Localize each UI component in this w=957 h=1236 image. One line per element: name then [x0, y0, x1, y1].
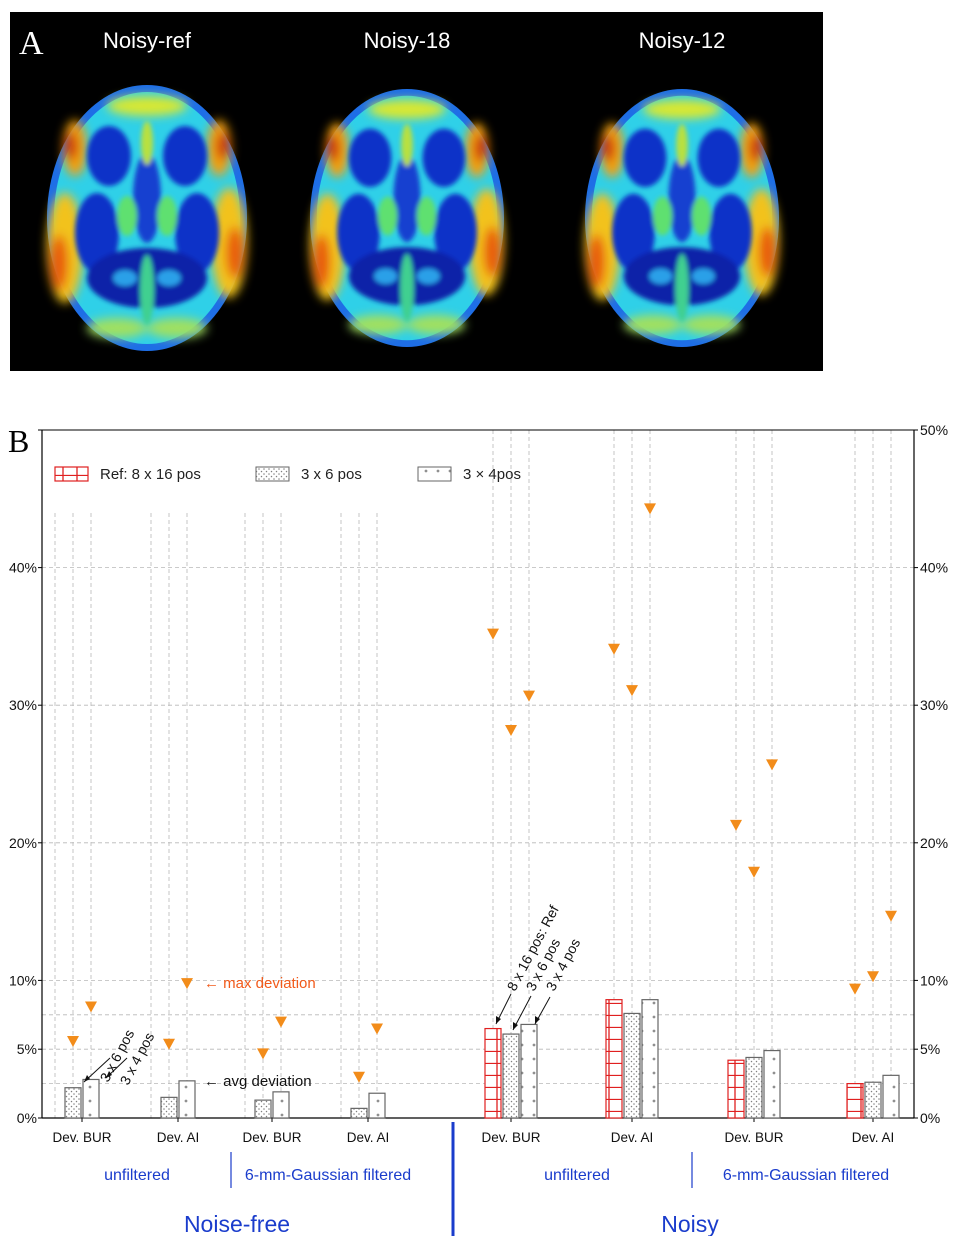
max-marker-0-5 — [608, 643, 620, 655]
axes: Dev. BUR Dev. AI Dev. BUR Dev. AI Dev. BUR De… — [9, 422, 948, 1145]
n-ref-arrowhead — [496, 1016, 501, 1024]
panel-a-letter: A — [19, 25, 44, 62]
max-marker-0-6 — [730, 819, 742, 831]
bar-s34-0 — [82, 1078, 100, 1119]
bar-ref-7 — [846, 1082, 864, 1119]
max-marker-1-5 — [626, 685, 638, 697]
panel-b: B Dev. BUR Dev. AI Dev. BUR Dev. AI Dev. BUR… — [0, 380, 957, 1236]
bar-s36-0 — [64, 1087, 82, 1119]
brain-scan-3: Noisy-12 — [585, 28, 779, 347]
y-tick-label-left: 0% — [17, 1110, 37, 1126]
panel-a: A Noisy-ref Noisy-18 Noisy-12 — [10, 12, 823, 371]
bars — [64, 999, 900, 1119]
y-tick-label-left: 10% — [9, 972, 37, 988]
legend-s34-label: 3 × 4pos — [463, 466, 521, 483]
bar-ref-4 — [484, 1027, 502, 1119]
max-marker-2-7 — [885, 910, 897, 922]
legend-ref-label: Ref: 8 x 16 pos — [100, 466, 201, 483]
max-marker-2-0 — [85, 1001, 97, 1013]
noise-free-label: Noise-free — [184, 1211, 290, 1236]
legend-s36-swatch — [255, 466, 290, 482]
max-marker-1-6 — [748, 866, 760, 878]
scan-title-3: Noisy-12 — [639, 28, 726, 53]
y-tick-label-right: 50% — [920, 422, 948, 438]
bar-ref-5 — [605, 999, 623, 1119]
y-tick-label-right: 5% — [920, 1041, 940, 1057]
bar-s34-1 — [178, 1080, 196, 1119]
y-tick-label-left: 20% — [9, 835, 37, 851]
bar-s36-2 — [254, 1099, 272, 1119]
scan-title-2: Noisy-18 — [364, 28, 451, 53]
nf-filtered-label: 6-mm-Gaussian filtered — [245, 1167, 411, 1184]
brain-scan-1: Noisy-ref — [47, 28, 247, 351]
brain-scan-2: Noisy-18 — [310, 28, 504, 347]
y-tick-label-left: 5% — [17, 1041, 37, 1057]
nf-unfiltered-label: unfiltered — [104, 1167, 170, 1184]
max-marker-2-4 — [523, 690, 535, 702]
bar-s34-7 — [882, 1074, 900, 1119]
grid — [42, 430, 914, 1118]
scan-title-1: Noisy-ref — [103, 28, 192, 53]
bar-s36-3 — [350, 1107, 368, 1119]
legend: Ref: 8 x 16 pos 3 x 6 pos 3 × 4pos — [54, 466, 521, 483]
max-marker-2-6 — [766, 759, 778, 771]
bar-s34-5 — [641, 999, 659, 1119]
n-unfiltered-label: unfiltered — [544, 1167, 610, 1184]
legend-s36-label: 3 x 6 pos — [301, 466, 362, 483]
bar-s36-7 — [864, 1081, 882, 1119]
max-marker-1-7 — [867, 971, 879, 983]
avg-deviation-annotation: ← avg deviation — [204, 1073, 312, 1090]
x-tick-label: Dev. AI — [852, 1130, 895, 1145]
legend-ref-swatch — [54, 466, 89, 482]
max-deviation-annotation: ← max deviation — [204, 975, 316, 992]
bar-s34-2 — [272, 1091, 290, 1119]
max-marker-1-3 — [353, 1071, 365, 1083]
max-marker-0-4 — [487, 628, 499, 640]
panel-b-chart: B Dev. BUR Dev. AI Dev. BUR Dev. AI Dev. BUR… — [8, 422, 948, 1236]
max-marker-1-1 — [163, 1038, 175, 1050]
y-tick-label-right: 40% — [920, 560, 948, 576]
x-tick-label: Dev. BUR — [481, 1130, 540, 1145]
max-marker-1-4 — [505, 724, 517, 736]
bar-ref-6 — [727, 1059, 745, 1119]
y-tick-label-left: 40% — [9, 560, 37, 576]
nf-s36-arrowhead — [84, 1075, 90, 1082]
bar-s34-4 — [520, 1023, 538, 1119]
max-marker-2-5 — [644, 503, 656, 515]
x-tick-label: Dev. AI — [611, 1130, 654, 1145]
group-labels: unfiltered 6-mm-Gaussian filtered unfilt… — [104, 1122, 889, 1236]
legend-s34-swatch — [417, 466, 452, 482]
y-tick-label-right: 20% — [920, 835, 948, 851]
max-marker-0-7 — [849, 983, 861, 995]
bar-s36-6 — [745, 1056, 763, 1119]
n-s34-arrowhead — [535, 1016, 540, 1024]
y-tick-label-right: 10% — [920, 972, 948, 988]
bar-s36-4 — [502, 1033, 520, 1119]
bar-s36-5 — [623, 1012, 641, 1119]
max-marker-2-2 — [275, 1016, 287, 1028]
max-marker-1-2 — [257, 1048, 269, 1060]
max-markers — [67, 503, 897, 1083]
max-marker-2-3 — [371, 1023, 383, 1035]
n-filtered-label: 6-mm-Gaussian filtered — [723, 1167, 889, 1184]
y-tick-label-right: 30% — [920, 697, 948, 713]
bar-s34-6 — [763, 1049, 781, 1119]
max-marker-1-0 — [67, 1035, 79, 1047]
panel-a-canvas: A Noisy-ref Noisy-18 Noisy-12 — [19, 25, 823, 371]
y-tick-label-left: 30% — [9, 697, 37, 713]
x-tick-label: Dev. AI — [347, 1130, 390, 1145]
y-tick-label-right: 0% — [920, 1110, 940, 1126]
panel-b-letter: B — [8, 423, 29, 459]
x-tick-label: Dev. AI — [157, 1130, 200, 1145]
noisy-label: Noisy — [661, 1211, 719, 1236]
bar-s34-3 — [368, 1092, 386, 1119]
nf-s34-arrowhead — [106, 1071, 112, 1078]
x-tick-label: Dev. BUR — [242, 1130, 301, 1145]
max-marker-2-1 — [181, 978, 193, 990]
x-tick-label: Dev. BUR — [52, 1130, 111, 1145]
x-tick-label: Dev. BUR — [724, 1130, 783, 1145]
bar-s36-1 — [160, 1096, 178, 1119]
n-s36-arrowhead — [513, 1022, 518, 1030]
